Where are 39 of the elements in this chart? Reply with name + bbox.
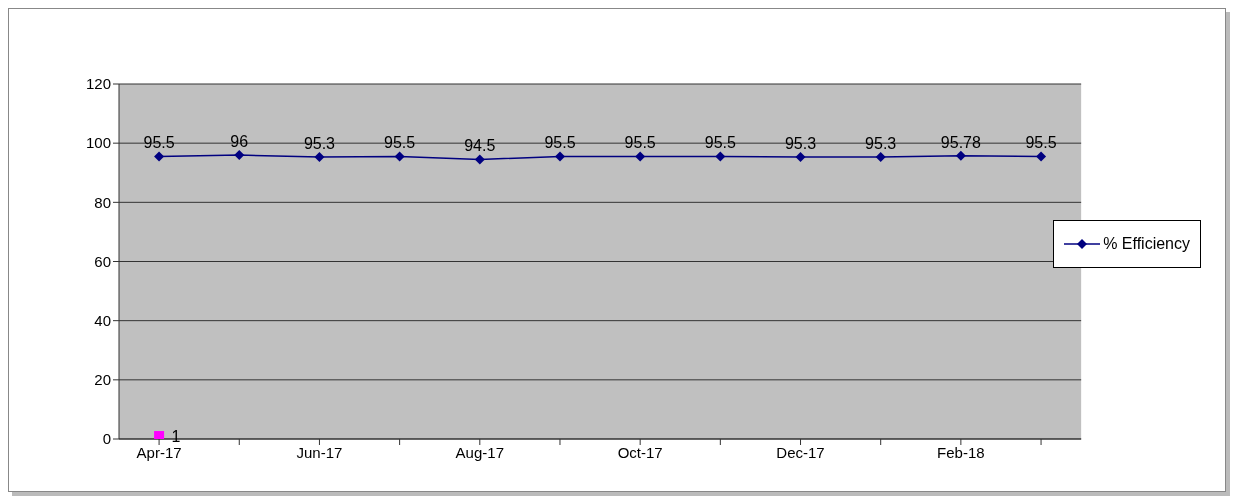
point — [875, 152, 886, 163]
point — [635, 151, 646, 162]
x-tick-label: Jun-17 — [296, 443, 343, 461]
point — [154, 151, 165, 162]
data-label: 95.5 — [384, 134, 416, 152]
data-label: 95.5 — [704, 134, 737, 152]
data-label: 94.5 — [464, 137, 496, 155]
point — [234, 150, 245, 160]
y-tick-label: 80 — [94, 193, 111, 211]
y-tick-label: 120 — [85, 75, 111, 93]
legend-label: % Efficiency — [1103, 235, 1190, 253]
y-tick-label: 40 — [94, 311, 111, 329]
y-tick-label: 100 — [85, 134, 111, 152]
data-label: 95.3 — [865, 135, 897, 153]
data-label: 95.78 — [940, 133, 981, 151]
x-tick-label: Dec-17 — [776, 443, 825, 461]
point — [474, 154, 485, 165]
y-tick-label: 60 — [94, 252, 111, 270]
point — [554, 151, 565, 162]
x-tick-label: Feb-18 — [937, 443, 985, 461]
x-tick-label: Apr-17 — [136, 443, 182, 461]
data-label: 95.5 — [544, 134, 576, 152]
point — [1036, 151, 1047, 162]
point — [394, 151, 405, 162]
y-tick-label: 20 — [94, 371, 111, 389]
point — [154, 431, 165, 439]
x-tick-label: Aug-17 — [455, 443, 504, 461]
data-label: 95.5 — [1025, 134, 1057, 152]
point — [715, 151, 726, 162]
data-label: 95.3 — [784, 135, 817, 153]
y-tick-label: 0 — [102, 430, 111, 448]
point — [955, 150, 966, 161]
data-label: 95.5 — [624, 134, 656, 152]
x-tick-label: Oct-17 — [617, 443, 663, 461]
point — [795, 152, 806, 163]
data-label: 95.3 — [303, 135, 336, 153]
data-label: 96 — [230, 133, 249, 150]
data-label: 95.5 — [143, 134, 175, 152]
point — [314, 152, 325, 163]
